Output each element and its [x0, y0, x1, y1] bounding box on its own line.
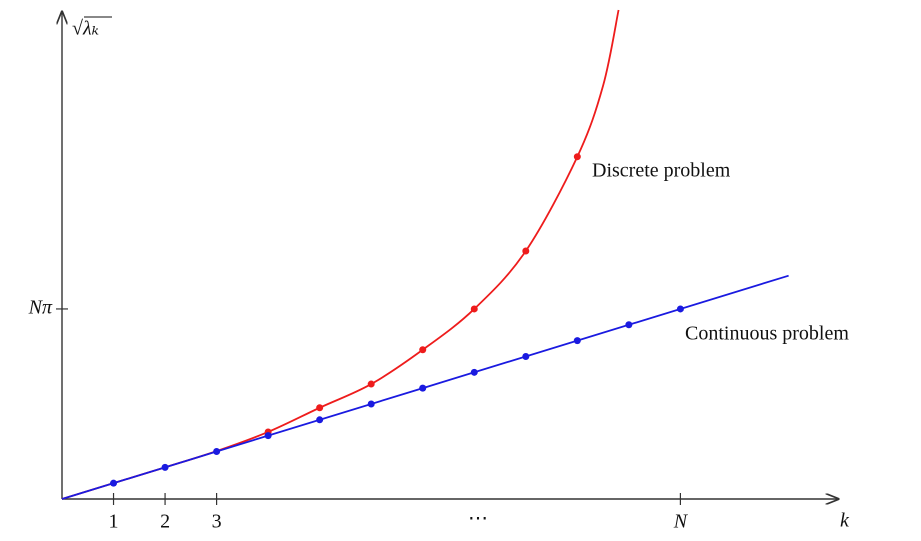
- point: [676, 305, 684, 313]
- series-label: Continuous problem: [685, 323, 849, 345]
- x-tick-label: 1: [109, 511, 119, 533]
- point: [522, 352, 530, 360]
- curve: [61, 9, 620, 500]
- point: [367, 380, 375, 388]
- x-axis-label: k: [840, 510, 850, 532]
- ellipsis-annotation: ⋯: [468, 508, 488, 530]
- point: [625, 321, 633, 329]
- x-tick-label: 2: [160, 511, 170, 533]
- point: [213, 448, 221, 456]
- point: [419, 346, 427, 354]
- point: [470, 305, 478, 313]
- point: [316, 404, 324, 412]
- point: [316, 416, 324, 424]
- y-tick-label: Nπ: [28, 297, 53, 319]
- y-axis-label: √λₖ: [72, 18, 99, 40]
- series-label: Discrete problem: [592, 160, 731, 182]
- point: [264, 432, 272, 440]
- x-tick-label: N: [673, 511, 689, 533]
- point: [110, 479, 118, 487]
- point: [470, 368, 478, 376]
- x-tick-label: 3: [212, 511, 222, 533]
- point: [573, 337, 581, 345]
- point: [522, 247, 530, 255]
- point: [573, 153, 581, 161]
- point: [367, 400, 375, 408]
- point: [161, 463, 169, 471]
- point: [419, 384, 427, 392]
